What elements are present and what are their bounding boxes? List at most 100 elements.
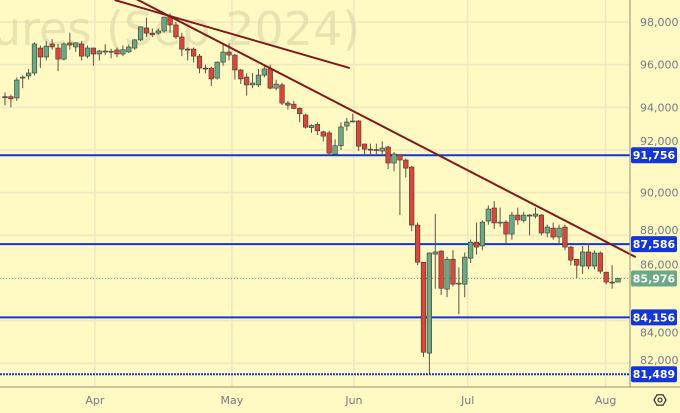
y-tick-label: 96,000 [640, 59, 679, 72]
candle-down [2, 96, 8, 99]
candle-down [244, 76, 250, 86]
candle-up [580, 251, 586, 267]
candle-down [356, 120, 362, 147]
candle-up [497, 221, 503, 224]
candle-down [314, 124, 320, 132]
candle-down [409, 166, 415, 226]
candle-up [591, 252, 598, 267]
candle-up [84, 47, 91, 57]
candle-down [568, 246, 574, 261]
candle-up [350, 120, 356, 123]
candle-up [25, 72, 32, 77]
gear-icon[interactable] [653, 394, 667, 406]
candle-up [137, 26, 144, 41]
candle-up [214, 61, 220, 79]
candle-down [603, 271, 609, 283]
level-label-bg [631, 309, 677, 326]
candle-down [550, 227, 556, 238]
candle-up [261, 68, 267, 76]
x-tick-label: May [221, 394, 244, 407]
price-axis[interactable]: 82,000 84,000 86,000 88,000 90,000 92,000 94,0… [640, 16, 679, 367]
candle-down [67, 42, 73, 46]
candle-up [344, 121, 350, 127]
candle-down [585, 251, 592, 267]
candle-down [303, 114, 309, 128]
y-tick-label: 82,000 [640, 354, 679, 367]
candle-up [14, 79, 20, 99]
candle-down [49, 43, 55, 48]
candle-down [403, 159, 409, 169]
candle-up [456, 282, 462, 285]
y-tick-label: 94,000 [640, 101, 679, 114]
candles [2, 13, 621, 374]
candle-up [544, 226, 550, 234]
y-tick-label: 92,000 [640, 135, 679, 148]
last-price-label-bg [631, 270, 677, 287]
candle-down [538, 214, 544, 234]
candle-up [462, 256, 468, 285]
y-tick-label: 98,000 [640, 16, 679, 29]
y-tick-label: 86,000 [640, 259, 679, 272]
candle-down [114, 49, 120, 55]
candle-down [208, 67, 214, 80]
candle-down [515, 214, 521, 221]
candle-up [255, 74, 262, 86]
candle-down [491, 207, 497, 224]
candle-down [291, 103, 297, 109]
candle-down [37, 47, 43, 58]
trendlines[interactable] [114, 0, 637, 258]
candle-down [285, 102, 291, 106]
candle-down [90, 47, 97, 55]
candle-up [20, 76, 26, 79]
candle-up [161, 16, 167, 32]
candle-down [373, 149, 379, 151]
horizontal-levels [0, 154, 630, 376]
candle-up [126, 46, 132, 53]
candle-up [444, 258, 450, 290]
candle-down [574, 258, 580, 266]
x-tick-label: Apr [85, 394, 105, 407]
candle-up [332, 145, 338, 155]
candle-down [173, 24, 179, 38]
candle-down [279, 84, 285, 104]
candle-up [273, 83, 279, 89]
candle-up [391, 153, 397, 164]
candle-up [468, 241, 474, 259]
candle-up [485, 208, 491, 222]
candle-down [149, 32, 155, 36]
candle-down [473, 241, 480, 248]
x-tick-label: Jun [344, 394, 362, 407]
candle-down [438, 250, 444, 289]
candle-up [532, 213, 539, 217]
candle-down [450, 258, 456, 285]
candle-down [226, 51, 232, 56]
candle-down [185, 48, 191, 51]
candle-up [73, 42, 79, 48]
trendline[interactable] [115, 0, 637, 258]
candle-up [31, 43, 38, 74]
candle-down [55, 47, 61, 60]
candle-up [43, 45, 49, 58]
candle-up [479, 221, 486, 247]
candle-down [420, 261, 427, 353]
candle-down [267, 68, 273, 89]
candle-down [238, 69, 244, 80]
candle-up [220, 51, 226, 63]
candle-down [326, 132, 332, 154]
time-axis[interactable]: Apr May Jun Jul Aug [85, 394, 616, 407]
candle-up [61, 43, 67, 60]
price-labels: 91,756 87,586 84,156 81,489 85,976 [631, 147, 677, 383]
candle-down [526, 214, 533, 217]
candle-up [96, 50, 102, 55]
level-label: 91,756 [633, 149, 676, 162]
trendline[interactable] [114, 0, 351, 70]
candle-down [597, 252, 603, 272]
level-label: 87,586 [633, 238, 676, 251]
candle-down [503, 221, 509, 235]
candle-down [562, 226, 568, 248]
candle-up [521, 214, 527, 221]
candle-down [397, 154, 403, 161]
level-label: 84,156 [633, 311, 676, 324]
